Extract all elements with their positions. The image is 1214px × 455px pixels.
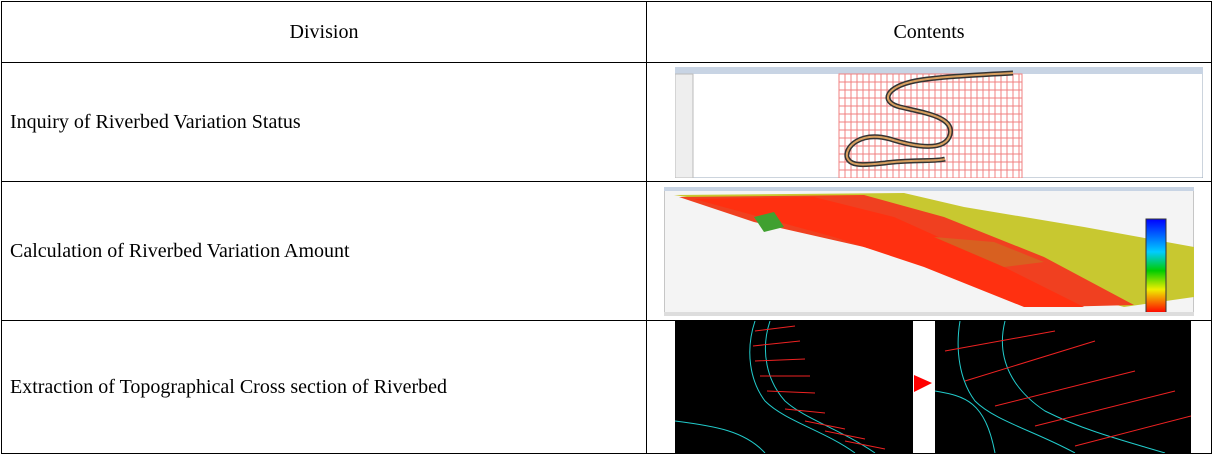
table: Division Contents Inquiry of Riverbed Va… xyxy=(1,1,1212,454)
image-cell xyxy=(647,182,1212,321)
header-cell: Contents xyxy=(647,2,1212,63)
row: Calculation of Riverbed Variation Amount xyxy=(2,182,1212,321)
terrain-image xyxy=(664,187,1194,316)
image-cell xyxy=(647,63,1212,182)
header-cell: Division xyxy=(2,2,647,63)
header-row: Division Contents xyxy=(2,2,1212,63)
row: Extraction of Topographical Cross sectio… xyxy=(2,321,1212,454)
row-label: Calculation of Riverbed Variation Amount xyxy=(2,182,647,321)
row-label: Inquiry of Riverbed Variation Status xyxy=(2,63,647,182)
cross-section-image xyxy=(675,321,1191,453)
row-label: Extraction of Topographical Cross sectio… xyxy=(2,321,647,454)
screenshot-image xyxy=(675,67,1203,178)
page: {"table": {"header": ["Division", "Conte… xyxy=(0,0,1214,455)
image-cell xyxy=(647,321,1212,454)
row: Inquiry of Riverbed Variation Status xyxy=(2,63,1212,182)
